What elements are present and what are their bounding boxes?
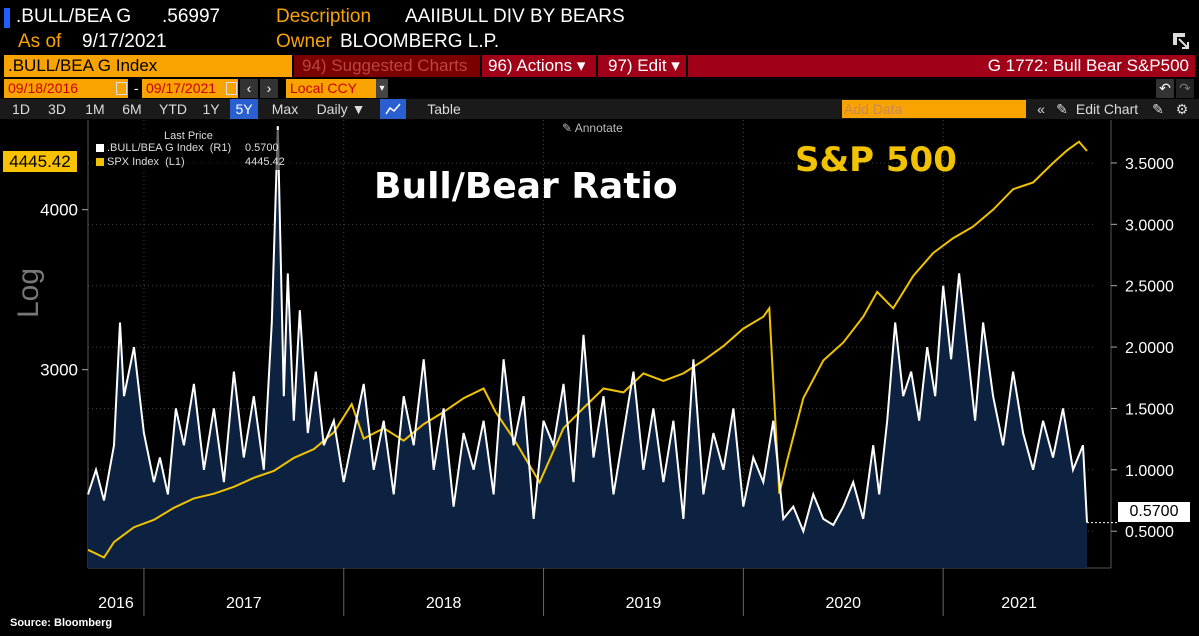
right-tick-label: 1.0000 — [1125, 463, 1174, 480]
ticker-marker — [4, 8, 10, 28]
legend-name-spx: SPX Index (L1) — [107, 156, 185, 168]
period-1y[interactable]: 1Y — [202, 101, 220, 117]
collapse-icon[interactable]: « — [1037, 101, 1045, 117]
spx-line — [87, 140, 1088, 559]
edit-pencil-icon[interactable]: ✎ — [1056, 101, 1068, 117]
popout-icon[interactable] — [1172, 32, 1190, 50]
period-3d[interactable]: 3D — [48, 101, 66, 117]
start-calendar-icon[interactable] — [116, 82, 127, 95]
asof-label: As of — [18, 31, 62, 52]
annotate-button[interactable]: ✎ Annotate — [562, 121, 623, 135]
x-tick-label: 2018 — [426, 595, 462, 612]
legend-name-bull: .BULL/BEA G Index (R1) — [107, 142, 232, 154]
period-ytd[interactable]: YTD — [159, 101, 187, 117]
last-value: .56997 — [162, 6, 221, 27]
undo-icon[interactable]: ↶ — [1156, 79, 1174, 98]
edit-chart-button[interactable]: Edit Chart — [1075, 101, 1139, 117]
currency-dropdown-icon[interactable]: ▾ — [376, 79, 388, 98]
bull-bear-annotation: Bull/Bear Ratio — [374, 166, 678, 207]
right-axis-ticks: 3.5000 3.0000 2.5000 2.0000 1.5000 1.0000 0.50… — [1111, 156, 1174, 541]
legend-item-bull: .BULL/BEA G Index (R1) 0.5700 — [94, 142, 294, 156]
x-tick-label: 2017 — [226, 595, 262, 612]
legend: Last Price .BULL/BEA G Index (R1) 0.5700… — [94, 130, 294, 170]
period-6m[interactable]: 6M — [122, 101, 142, 117]
redo-icon[interactable]: ↷ — [1176, 79, 1194, 98]
prev-period-button[interactable]: ‹ — [240, 79, 258, 98]
annotate-pencil-icon: ✎ — [562, 121, 575, 135]
right-tick-label: 1.5000 — [1125, 401, 1174, 418]
period-bar: 1D 3D 1M 6M YTD 1Y 5Y Max Daily ▼ Table … — [0, 99, 1199, 119]
legend-swatch-spx — [96, 158, 104, 166]
legend-swatch-bull — [96, 144, 104, 152]
start-date-field[interactable]: 09/18/2016 — [4, 79, 128, 98]
date-bar: 09/18/2016 - 09/17/2021 ‹ › Local CCY ▾ … — [0, 79, 1199, 98]
period-max[interactable]: Max — [271, 101, 299, 117]
legend-value-bull: 0.5700 — [245, 142, 279, 154]
period-1m[interactable]: 1M — [85, 101, 105, 117]
right-tick-label: 2.5000 — [1125, 279, 1174, 296]
table-button[interactable]: Table — [427, 101, 461, 117]
asof-value: 9/17/2021 — [82, 31, 167, 52]
currency-field[interactable]: Local CCY — [286, 79, 376, 98]
frequency-select[interactable]: Daily ▼ — [316, 101, 366, 117]
bull-bear-area — [88, 126, 1087, 568]
left-axis-label: Log — [12, 267, 45, 318]
legend-title: Last Price — [164, 130, 213, 142]
end-calendar-icon[interactable] — [226, 82, 237, 95]
edit-button[interactable]: 97) Edit ▾ — [598, 55, 686, 77]
ticker-label: .BULL/BEA G — [16, 6, 132, 27]
left-tick-label: 3000 — [40, 361, 78, 380]
x-axis-ticks: 2016 2017 2018 2019 2020 2021 — [98, 568, 1037, 616]
line-chart-toggle-icon[interactable] — [380, 99, 406, 119]
next-period-button[interactable]: › — [260, 79, 278, 98]
chart-title: G 1772: Bull Bear S&P500 — [987, 56, 1189, 75]
owner-value: BLOOMBERG L.P. — [340, 31, 500, 52]
gear-icon[interactable]: ⚙ — [1175, 101, 1189, 117]
left-tick-label: 4000 — [40, 201, 78, 220]
legend-item-spx: SPX Index (L1) 4445.42 — [94, 156, 294, 170]
owner-label: Owner — [276, 31, 332, 52]
x-tick-label: 2021 — [1001, 595, 1037, 612]
right-tick-label: 2.0000 — [1125, 340, 1174, 357]
bull-last-badge: 0.5700 — [1118, 502, 1190, 522]
right-tick-label: 3.0000 — [1125, 217, 1174, 234]
right-tick-label: 3.5000 — [1125, 156, 1174, 173]
command-bar: .BULL/BEA G Index 94) Suggested Charts 9… — [0, 55, 1199, 77]
x-tick-label: 2019 — [626, 595, 662, 612]
annotate-label: Annotate — [574, 121, 623, 135]
source-footer: Source: Bloomberg — [10, 617, 113, 629]
spx-last-badge: 4445.42 — [3, 151, 77, 172]
period-5y[interactable]: 5Y — [230, 99, 258, 119]
period-1d[interactable]: 1D — [12, 101, 30, 117]
chart-title-bar — [688, 55, 1195, 77]
right-tick-label: 0.5000 — [1125, 524, 1174, 541]
x-tick-label: 2016 — [98, 595, 134, 612]
left-axis-ticks: 4000 3000 — [40, 201, 88, 380]
end-date-field[interactable]: 09/17/2021 — [142, 79, 238, 98]
x-tick-label: 2020 — [825, 595, 861, 612]
suggested-charts-button[interactable]: 94) Suggested Charts — [294, 55, 480, 77]
description-label: Description — [276, 6, 372, 27]
actions-button[interactable]: 96) Actions ▾ — [482, 55, 596, 77]
description-value: AAIIBULL DIV BY BEARS — [405, 6, 625, 27]
security-field[interactable]: .BULL/BEA G Index — [4, 55, 292, 77]
bull-bear-line — [87, 126, 1088, 535]
date-separator: - — [134, 80, 139, 96]
legend-value-spx: 4445.42 — [245, 156, 285, 168]
add-data-field[interactable]: Add Data — [842, 100, 1026, 118]
chart-canvas: 2016 2017 2018 2019 2020 2021 4000 3000 3.5000… — [40, 120, 1174, 616]
chart-style-icon[interactable]: ✎ — [1152, 101, 1164, 117]
sp500-annotation: S&P 500 — [795, 140, 957, 180]
